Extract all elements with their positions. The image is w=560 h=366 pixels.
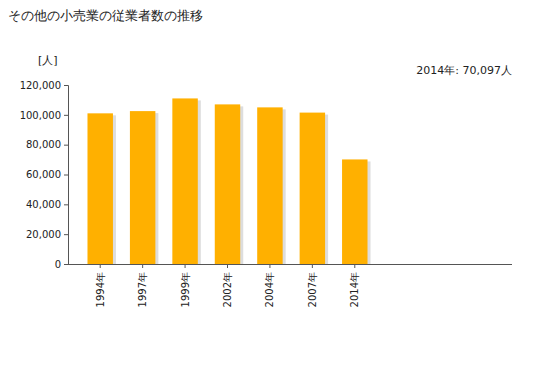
y-tick-mark [64,85,68,86]
x-tick: 2014年 [349,264,360,307]
bar [342,159,367,264]
bar [215,104,240,264]
x-tick-label: 2004年 [264,272,275,307]
title: その他の小売業の従業者数の推移 [8,8,203,23]
x-tick: 2002年 [222,264,233,307]
x-tick-mark [185,264,186,268]
y-tick-label: 100,000 [20,110,61,121]
y-label: [人] [38,54,58,67]
x-tick: 2007年 [307,264,318,307]
x-tick-label: 1994年 [95,272,106,307]
bar [257,107,282,264]
bar [130,111,155,264]
y-tick-label: 60,000 [26,169,61,180]
y-tick-mark [64,115,68,116]
y-tick: 80,000 [26,139,68,150]
y-tick-label: 40,000 [26,199,61,210]
bars [87,98,370,264]
x-tick: 1997年 [137,264,148,307]
chart: その他の小売業の従業者数の推移 [人] 2014年: 70,097人 0 20,000 4… [0,0,560,366]
x-tick: 1999年 [180,264,191,307]
y-tick: 0 [55,259,68,270]
x-tick-label: 2014年 [349,272,360,307]
x-axis-line [68,264,512,265]
y-tick: 20,000 [26,229,68,240]
y-tick-label: 80,000 [26,139,61,150]
x-tick-label: 2007年 [307,272,318,307]
y-tick-label: 120,000 [20,80,61,91]
x-tick-label: 1997年 [137,272,148,307]
y-tick: 60,000 [26,169,68,180]
y-tick: 40,000 [26,199,68,210]
x-tick-label: 1999年 [180,272,191,307]
x-tick-mark [100,264,101,268]
y-tick-mark [64,145,68,146]
y-tick-mark [64,204,68,205]
x-tick-mark [142,264,143,268]
bar [172,98,197,264]
y-tick-label: 20,000 [26,229,61,240]
x-tick-label: 2002年 [222,272,233,307]
y-tick: 100,000 [20,110,68,121]
x-tick-mark [312,264,313,268]
x-tick-mark [269,264,270,268]
annotation: 2014年: 70,097人 [416,64,512,77]
y-tick-mark [64,234,68,235]
y-tick-mark [64,175,68,176]
x-tick: 2004年 [264,264,275,307]
x-tick: 1994年 [95,264,106,307]
x-tick-mark [227,264,228,268]
x-axis: 1994年 1997年 1999年 2002年 2004年 2007年 2014年 [68,264,512,307]
y-tick-label: 0 [55,259,61,270]
y-tick: 120,000 [20,80,68,91]
bar [300,113,325,264]
y-axis-line [64,86,69,265]
y-axis: 0 20,000 40,000 60,000 80,000 100,000 120,000 [20,80,69,270]
x-tick-mark [354,264,355,268]
y-tick-mark [64,264,68,265]
bar [87,113,112,264]
